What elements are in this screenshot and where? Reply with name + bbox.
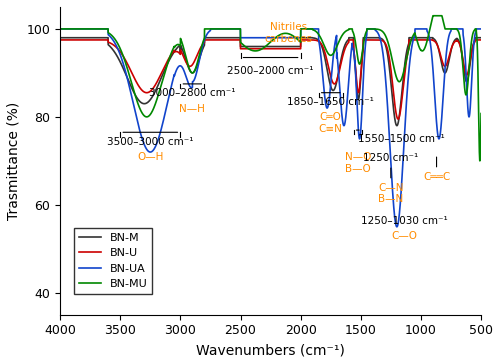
Text: C—O: C—O xyxy=(391,231,417,241)
Text: C—N
B—N: C—N B—N xyxy=(378,183,404,205)
BN-U xyxy=(476,38,482,42)
Text: Nitriles
carbenes: Nitriles carbenes xyxy=(264,22,312,44)
Text: 3000–2800 cm⁻¹: 3000–2800 cm⁻¹ xyxy=(149,88,236,98)
BN-U xyxy=(128,68,134,72)
BN-UA xyxy=(212,27,218,31)
BN-MU xyxy=(150,108,156,112)
BN-UA xyxy=(478,27,484,31)
BN-U xyxy=(395,117,401,121)
Text: 1550–1500 cm⁻¹: 1550–1500 cm⁻¹ xyxy=(358,134,444,145)
BN-U xyxy=(212,38,218,42)
Line: BN-MU: BN-MU xyxy=(60,16,481,161)
BN-MU xyxy=(57,27,63,31)
Text: C═O
C≡N: C═O C≡N xyxy=(319,112,342,134)
BN-U xyxy=(247,47,253,51)
BN-M xyxy=(212,36,218,40)
BN-U xyxy=(150,86,156,91)
Legend: BN-M, BN-U, BN-UA, BN-MU: BN-M, BN-U, BN-UA, BN-MU xyxy=(74,228,152,294)
Line: BN-U: BN-U xyxy=(60,40,481,119)
BN-U xyxy=(478,38,484,42)
Text: N—O
B—O: N—O B—O xyxy=(344,152,371,174)
Text: C══C: C══C xyxy=(423,172,450,182)
BN-MU xyxy=(212,27,218,31)
BN-UA xyxy=(128,88,134,93)
Text: 1250–1030 cm⁻¹: 1250–1030 cm⁻¹ xyxy=(360,216,448,226)
BN-U xyxy=(57,38,63,42)
BN-MU xyxy=(478,111,484,116)
Text: O—H: O—H xyxy=(137,152,164,162)
BN-MU xyxy=(247,47,253,52)
BN-UA xyxy=(247,36,253,40)
BN-MU xyxy=(476,126,482,130)
X-axis label: Wavenumbers (cm⁻¹): Wavenumbers (cm⁻¹) xyxy=(196,343,345,357)
Text: 2500–2000 cm⁻¹: 2500–2000 cm⁻¹ xyxy=(228,66,314,76)
BN-MU xyxy=(154,95,160,99)
BN-UA xyxy=(476,27,482,31)
Line: BN-UA: BN-UA xyxy=(60,29,481,227)
BN-M xyxy=(478,36,484,40)
BN-M xyxy=(57,36,63,40)
BN-UA xyxy=(150,149,156,153)
Text: N—H: N—H xyxy=(180,104,206,114)
BN-MU xyxy=(477,159,483,163)
BN-M xyxy=(150,94,156,98)
BN-M xyxy=(394,123,400,128)
Line: BN-M: BN-M xyxy=(60,38,481,126)
BN-M xyxy=(128,83,134,87)
Y-axis label: Trasmittance (%): Trasmittance (%) xyxy=(7,102,21,220)
BN-UA xyxy=(394,225,400,229)
Text: 3500–3000 cm⁻¹: 3500–3000 cm⁻¹ xyxy=(107,136,194,147)
BN-UA xyxy=(154,139,160,143)
BN-MU xyxy=(430,13,436,18)
BN-M xyxy=(476,36,482,40)
BN-M xyxy=(154,84,160,88)
BN-M xyxy=(247,44,253,49)
BN-UA xyxy=(57,27,63,31)
BN-MU xyxy=(128,76,134,81)
Text: 1850–1650 cm⁻¹: 1850–1650 cm⁻¹ xyxy=(288,97,374,107)
Text: 1250 cm⁻¹: 1250 cm⁻¹ xyxy=(363,153,418,163)
BN-U xyxy=(154,79,160,83)
